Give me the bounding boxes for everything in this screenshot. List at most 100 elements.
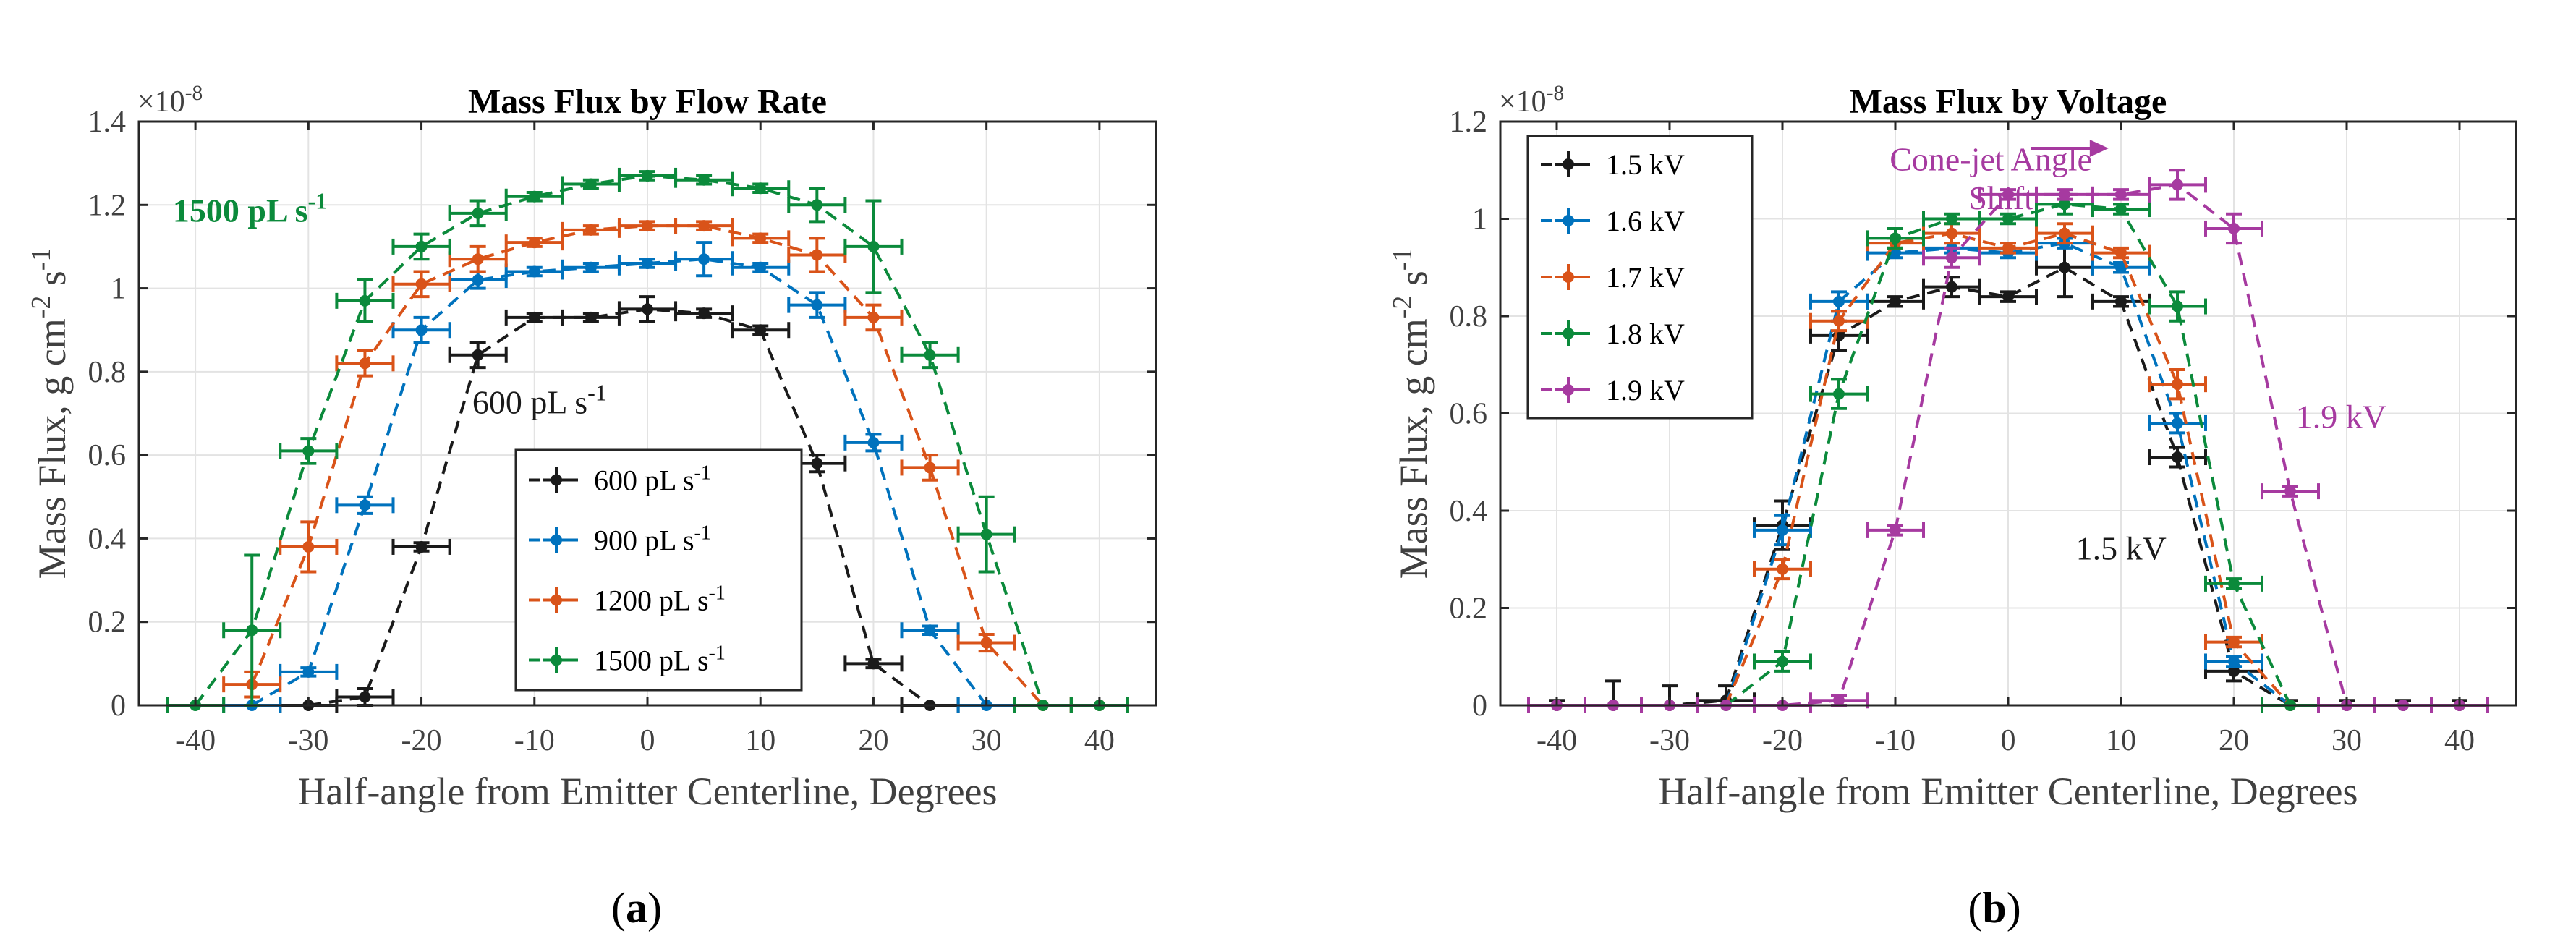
data-point [2148, 169, 2207, 201]
data-point [2091, 244, 2151, 261]
marker [302, 666, 315, 678]
y-tick-label: 1.2 [88, 189, 127, 222]
y-axis-label: Mass Flux, g cm-2 s-1 [1387, 248, 1435, 579]
legend-item: 1.5 kV [1541, 148, 1685, 181]
data-point [731, 180, 791, 197]
y-tick-label: 0.6 [88, 439, 127, 472]
marker [980, 528, 992, 540]
data-point [1753, 650, 1812, 673]
data-point [2091, 293, 2151, 310]
y-axis-multiplier: ×10-8 [1499, 82, 1564, 119]
data-point [1809, 290, 1869, 313]
y-tick-label: 0.8 [1450, 300, 1488, 333]
data-point [787, 291, 847, 319]
y-tick-label: 0.4 [88, 522, 127, 556]
legend-item: 1.9 kV [1541, 374, 1685, 407]
marker [359, 357, 371, 370]
y-tick-label: 0.2 [88, 606, 127, 639]
marker [2115, 203, 2127, 216]
marker [2228, 655, 2240, 668]
annotation: 1.9 kV [2296, 399, 2386, 435]
x-tick-label: 30 [972, 724, 1002, 757]
marker [811, 199, 823, 211]
marker [302, 540, 315, 553]
legend-marker [1563, 215, 1574, 226]
data-point [2148, 290, 2207, 323]
legend-label: 600 pL s-1 [594, 462, 711, 497]
marker [2115, 295, 2127, 307]
data-point [2148, 446, 2207, 469]
legend-marker [551, 594, 562, 606]
marker [2228, 577, 2240, 590]
marker [472, 207, 484, 219]
marker [698, 253, 710, 265]
x-axis-label: Half-angle from Emitter Centerline, Degr… [1658, 770, 2358, 813]
marker [2172, 417, 2183, 429]
y-tick-label: 0 [1472, 689, 1487, 723]
data-point [391, 538, 451, 555]
data-point [1866, 226, 1925, 250]
annotation: 600 pL s-1 [472, 380, 607, 421]
legend: 1.5 kV 1.6 kV 1.7 kV 1.8 kV 1.9 kV [1526, 135, 1754, 420]
data-point [674, 305, 734, 322]
x-tick-label: -10 [514, 724, 555, 757]
marker [754, 232, 767, 244]
y-tick-label: 1.2 [1450, 106, 1488, 139]
data-point [956, 495, 1016, 574]
legend-item: 1.7 kV [1541, 261, 1685, 294]
data-point [335, 495, 395, 515]
marker [642, 220, 653, 232]
data-point [843, 303, 904, 332]
marker [2172, 451, 2183, 464]
marker [1777, 524, 1788, 536]
x-tick-label: 20 [2219, 724, 2249, 757]
marker [754, 261, 767, 273]
subfigure-label: (a) [611, 884, 662, 932]
chart-panel-a: -40 -30 -20 -10 0 10 20 30 40 0 0.2 0.4 0.6 0.8 1 1.2 1.… [26, 82, 1157, 932]
x-tick-label: 0 [640, 724, 655, 757]
marker [528, 190, 540, 203]
y-tick-label: 1 [111, 273, 126, 306]
x-tick-label: 30 [2331, 724, 2362, 757]
annotation: Cone-jet Angle [1890, 140, 2092, 177]
legend-item: 900 pL s-1 [529, 522, 711, 557]
data-point [561, 176, 621, 192]
data-point [279, 437, 339, 465]
data-point [504, 234, 564, 251]
data-point [1866, 522, 1925, 538]
marker [2059, 188, 2070, 200]
legend-item: 1500 pL s-1 [529, 642, 726, 677]
data-point [448, 199, 508, 228]
legend: 600 pL s-1 900 pL s-1 1200 pL s-1 1500 pL s… [514, 448, 803, 692]
data-point [956, 633, 1016, 653]
data-point [1978, 289, 2038, 305]
legend-marker [551, 474, 562, 486]
marker [698, 307, 710, 320]
data-point [1922, 246, 1981, 269]
x-tick-label: -20 [1762, 724, 1803, 757]
marker [754, 182, 767, 195]
arrow-head-icon [2089, 139, 2109, 157]
marker [2284, 485, 2296, 498]
y-tick-label: 0 [111, 689, 126, 723]
data-point [2091, 186, 2151, 203]
x-tick-label: -20 [401, 724, 442, 757]
marker [1946, 213, 1957, 225]
marker [867, 658, 880, 670]
legend-marker [551, 654, 562, 666]
legend-label: 1.9 kV [1606, 374, 1685, 407]
legend-item: 1.8 kV [1541, 318, 1685, 350]
marker [698, 220, 710, 232]
y-tick-label: 0.2 [1450, 592, 1488, 626]
marker [2002, 291, 2014, 303]
y-axis-multiplier: ×10-8 [137, 82, 203, 119]
legend-marker [1563, 158, 1574, 170]
x-tick-label: -30 [1649, 724, 1690, 757]
marker [472, 253, 484, 265]
chart-title: Mass Flux by Voltage [1850, 82, 2167, 121]
marker [415, 240, 428, 252]
marker [415, 278, 428, 290]
data-point [2091, 201, 2151, 218]
marker [811, 457, 823, 469]
x-axis-label: Half-angle from Emitter Centerline, Degr… [297, 770, 997, 813]
